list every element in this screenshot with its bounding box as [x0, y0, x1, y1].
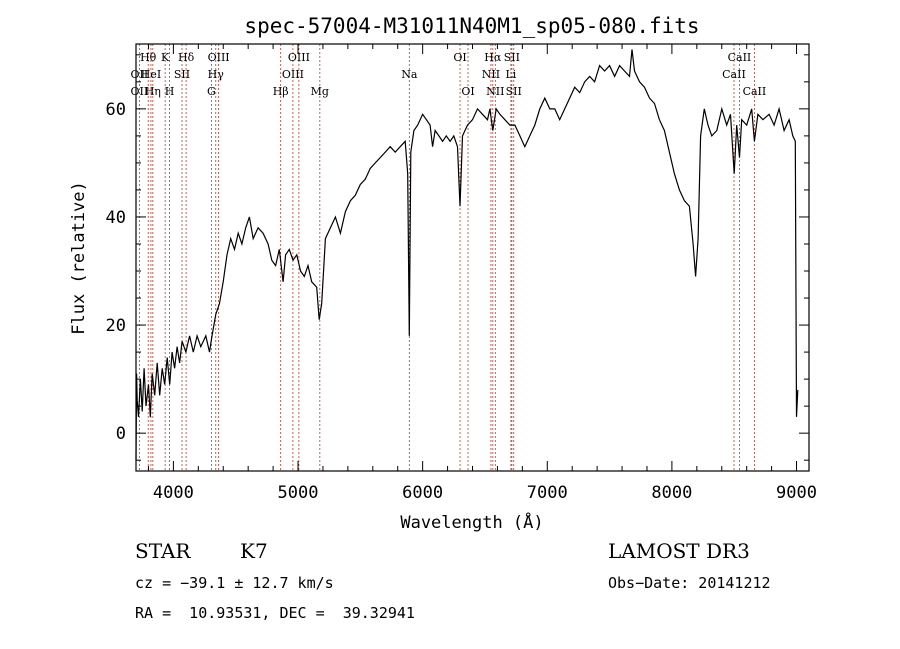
- observation-date: Obs−Date: 20141212: [608, 574, 771, 592]
- line-marker-label: K: [161, 51, 170, 64]
- x-tick-label: 4000: [153, 483, 194, 503]
- object-class: STAR: [135, 539, 191, 563]
- y-axis-label: Flux (relative): [69, 181, 89, 335]
- x-axis-ticks: 4000 5000 6000 7000 8000 9000: [147, 44, 817, 503]
- line-marker-label: SII: [174, 68, 190, 81]
- line-marker-label: SII: [504, 51, 520, 64]
- x-tick-label: 6000: [402, 483, 443, 503]
- line-marker-label: Li: [505, 68, 516, 81]
- object-subclass: K7: [240, 539, 268, 563]
- y-tick-label: 40: [106, 208, 126, 228]
- line-marker-label: CaII: [722, 68, 746, 81]
- x-tick-label: 7000: [527, 483, 568, 503]
- y-axis-ticks: 0 20 40 60: [106, 54, 809, 461]
- redshift-readout: cz = −39.1 ± 12.7 km/s: [135, 574, 334, 592]
- line-marker-label: Hη: [145, 85, 161, 98]
- y-tick-label: 60: [106, 100, 126, 120]
- y-tick-label: 0: [116, 424, 126, 444]
- line-marker-label: OII: [131, 68, 149, 81]
- x-tick-label: 9000: [776, 483, 817, 503]
- y-tick-label: 20: [106, 316, 126, 336]
- line-marker-label: OIII: [208, 51, 230, 64]
- line-marker-label: OI: [453, 51, 466, 64]
- line-marker-label: SII: [506, 85, 522, 98]
- line-marker-label: H: [165, 85, 175, 98]
- x-axis-label: Wavelength (Å): [400, 511, 543, 533]
- x-tick-label: 5000: [278, 483, 319, 503]
- line-marker-label: Na: [401, 68, 418, 81]
- spectrum-line: [135, 49, 799, 461]
- line-marker-label: Mg: [311, 85, 329, 98]
- survey-name: LAMOST DR3: [608, 539, 750, 563]
- plot-frame: [135, 43, 810, 472]
- line-marker-label: HeI: [141, 68, 161, 81]
- line-marker-label: NII: [482, 68, 500, 81]
- line-marker-label: OIII: [288, 51, 310, 64]
- line-marker-label: CaII: [728, 51, 752, 64]
- line-marker-label: OI: [461, 85, 474, 98]
- line-marker-label: Hα: [484, 51, 502, 64]
- line-marker-label: NII: [486, 85, 504, 98]
- line-marker-label: CaII: [743, 85, 767, 98]
- chart-title: spec-57004-M31011N40M1_sp05-080.fits: [244, 14, 699, 38]
- line-marker-label: OIII: [282, 68, 304, 81]
- line-marker-label: G: [207, 85, 216, 98]
- emission-line-markers: [138, 44, 755, 471]
- x-tick-label: 8000: [651, 483, 692, 503]
- line-marker-label: OII: [131, 85, 149, 98]
- line-marker-label: Hβ: [273, 85, 289, 98]
- line-marker-label: Hγ: [208, 68, 225, 81]
- sky-coordinates: RA = 10.93531, DEC = 39.32941: [135, 604, 415, 622]
- line-marker-label: Hδ: [178, 51, 195, 64]
- line-marker-label: Hθ: [140, 51, 157, 64]
